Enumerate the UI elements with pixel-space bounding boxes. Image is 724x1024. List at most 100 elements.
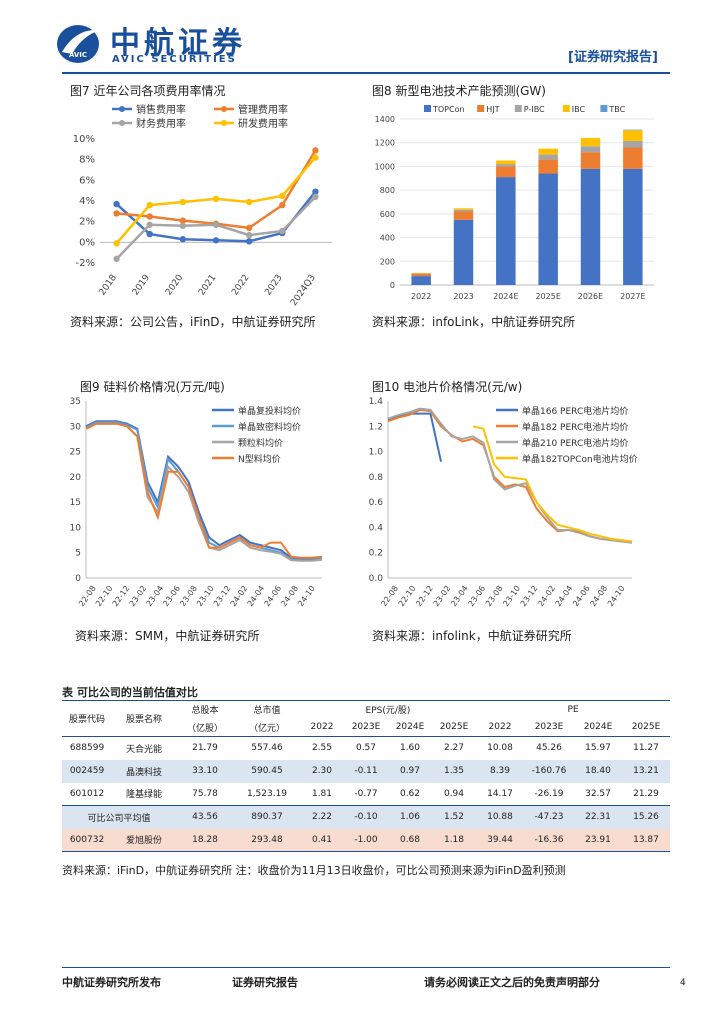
table-row: 601012 隆基绿能 75.78 1,523.19 1.81 -0.77 0.62 0.94… (62, 782, 670, 806)
legend-label: HJT (486, 105, 499, 114)
bar-segment (496, 177, 516, 285)
cell-share: 75.78 (192, 788, 218, 799)
cell-eps: 0.41 (311, 834, 333, 845)
cell-pe: -16.36 (534, 834, 564, 845)
y-tick-label: 0.2 (369, 549, 383, 559)
table-row: 600732 爱旭股份 18.28 293.48 0.41 -1.00 0.68 1.18 39… (62, 828, 670, 852)
legend-swatch (477, 105, 485, 112)
x-tick-label: 2027E (620, 292, 645, 301)
bar-segment (580, 137, 601, 147)
cell-code: 600732 (69, 834, 105, 845)
bar-segment (538, 154, 558, 160)
cell-share: 21.79 (192, 743, 218, 754)
footer-divider (62, 967, 670, 968)
cell-code: 601012 (69, 788, 105, 799)
legend-label: 单晶182TOPCon电池片均价 (522, 453, 638, 465)
series-line (85, 422, 323, 562)
cell-cap: 293.48 (251, 834, 283, 845)
y-tick-label: 25 (70, 448, 81, 458)
bar-segment (411, 273, 431, 277)
th-name: 股票名称 (125, 715, 162, 725)
table-row: 可比公司平均值 43.56 890.37 2.22 -0.10 1.06 1.52 10.88… (62, 805, 670, 829)
legend-label: 财务费用率 (136, 117, 186, 130)
y-tick-label: 0% (79, 237, 95, 248)
cell-pe: 39.44 (487, 834, 513, 845)
x-tick-label: 23-02 (432, 584, 453, 608)
fig8-title: 图8 新型电池技术产能预测(GW) (372, 84, 546, 98)
bar-segment (538, 148, 558, 155)
data-point (146, 221, 153, 228)
table-source: 资料来源：iFinD，中航证券研究所 注：收盘价为11月13日收盘价，可比公司预… (62, 864, 566, 877)
x-tick-label: 24-06 (571, 584, 592, 608)
data-point (212, 221, 220, 228)
legend-swatch (562, 105, 570, 112)
cell-eps: 1.18 (443, 834, 465, 845)
data-point (146, 230, 153, 238)
th-code: 股票代码 (68, 715, 105, 725)
y-tick-label: 35 (70, 397, 81, 407)
th-pe-y2: 2023E (534, 722, 564, 733)
fig10-chart: 0.00.20.40.60.81.01.21.422-0822-1022-122… (369, 397, 638, 608)
legend-label: 单晶致密料均价 (238, 421, 301, 433)
cell-cap: 1,523.19 (246, 788, 288, 799)
th-eps: EPS(元/股) (365, 706, 411, 717)
series-line (472, 425, 633, 543)
cell-eps: -0.77 (354, 788, 378, 799)
data-point (179, 217, 187, 224)
y-tick-label: 1200 (375, 139, 395, 148)
fig9-chart: 0510152025303522-0822-1022-1223-0223-042… (70, 397, 323, 608)
th-share: 总股本 (191, 706, 219, 717)
cell-pe: 32.57 (585, 788, 611, 799)
cell-pe: 11.27 (633, 743, 659, 754)
y-tick-label: 6% (79, 175, 95, 186)
y-tick-label: 1000 (375, 162, 395, 171)
cell-name: 隆基绿能 (125, 790, 162, 801)
legend-label: IBC (572, 105, 586, 114)
legend-swatch (424, 105, 431, 112)
y-tick-label: 10% (73, 134, 95, 145)
data-point (113, 210, 120, 217)
legend-label: TOPCon (432, 105, 465, 114)
data-point (113, 200, 120, 208)
series-line (387, 407, 633, 544)
table-row: 688599 天合光能 21.79 557.46 2.55 0.57 1.60 2.27 10.… (62, 736, 670, 760)
bar-segment (496, 164, 516, 167)
logo-en: AVIC SECURITIES (112, 54, 237, 65)
legend-swatch (600, 105, 608, 112)
bar-segment (453, 211, 474, 220)
y-tick-label: 1400 (375, 115, 395, 124)
y-tick-label: 600 (380, 210, 395, 219)
x-tick-label: 2026E (578, 292, 603, 301)
cell-eps: -0.11 (354, 766, 378, 776)
y-tick-label: 30 (70, 422, 82, 432)
cell-eps: 1.60 (399, 743, 421, 754)
cell-pe: 23.91 (585, 834, 611, 845)
bar-segment (453, 208, 474, 210)
fig10-title: 图10 电池片价格情况(元/w) (372, 380, 523, 394)
series-line (85, 420, 323, 560)
bar-segment (623, 168, 643, 285)
x-tick-label: 2024E (493, 292, 518, 301)
x-tick-label: 2023 (453, 292, 473, 301)
legend-marker (221, 120, 227, 126)
bar-segment (580, 146, 601, 153)
cell-pe: -47.23 (534, 812, 564, 823)
bar-segment (580, 152, 601, 169)
cell-eps: 1.06 (399, 812, 421, 823)
cell-share: 33.10 (192, 766, 218, 776)
y-tick-label: 10 (70, 523, 82, 533)
series-line (85, 422, 323, 559)
cell-pe: 45.26 (536, 743, 562, 754)
legend-label: 销售费用率 (136, 103, 186, 116)
fig8-source: 资料来源：infoLink，中航证券研究所 (372, 315, 576, 329)
fig9-source: 资料来源：SMM，中航证券研究所 (75, 629, 260, 643)
y-tick-label: 0.6 (369, 498, 384, 508)
cell-pe: 15.26 (633, 812, 659, 823)
cell-name: 爱旭股份 (125, 836, 162, 847)
cell-eps: 1.52 (443, 812, 465, 823)
cell-code: 688599 (69, 743, 105, 754)
header-divider (62, 72, 670, 74)
cell-eps: 0.97 (399, 766, 421, 776)
bar-segment (623, 130, 643, 141)
y-tick-label: -2% (76, 258, 95, 269)
